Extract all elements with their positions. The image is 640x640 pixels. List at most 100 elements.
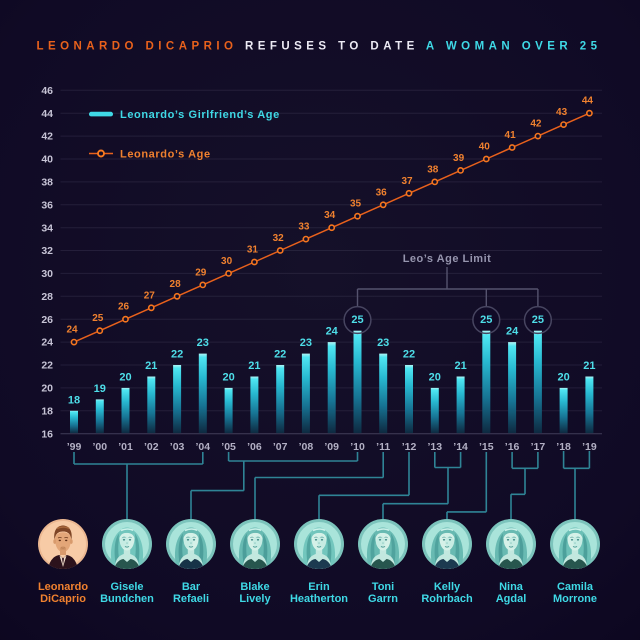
svg-text:Bar: Bar [182, 581, 201, 593]
svg-text:’10: ’10 [350, 441, 365, 453]
svg-text:25: 25 [351, 314, 363, 326]
svg-text:Nina: Nina [499, 581, 524, 593]
svg-text:Leo’s Age Limit: Leo’s Age Limit [403, 253, 492, 265]
svg-text:40: 40 [41, 154, 53, 166]
svg-text:’17: ’17 [531, 441, 546, 453]
svg-text:41: 41 [505, 130, 517, 141]
svg-text:Leonardo’s Age: Leonardo’s Age [120, 149, 211, 161]
svg-text:Gisele: Gisele [110, 581, 143, 593]
svg-text:LEONARDO DICAPRIO REFUSES TO D: LEONARDO DICAPRIO REFUSES TO DATE A WOMA… [36, 40, 601, 52]
svg-text:21: 21 [454, 360, 466, 372]
svg-text:22: 22 [403, 349, 415, 361]
svg-text:30: 30 [221, 256, 233, 267]
svg-text:22: 22 [274, 349, 286, 361]
svg-text:27: 27 [144, 290, 156, 301]
svg-text:’12: ’12 [402, 441, 417, 453]
svg-text:’07: ’07 [273, 441, 288, 453]
svg-text:Lively: Lively [239, 593, 271, 605]
svg-text:32: 32 [41, 245, 53, 257]
svg-text:Camila: Camila [557, 581, 594, 593]
svg-text:23: 23 [197, 337, 209, 349]
svg-text:24: 24 [506, 326, 519, 338]
svg-text:’05: ’05 [221, 441, 236, 453]
svg-text:Rohrbach: Rohrbach [421, 593, 473, 605]
svg-text:’03: ’03 [170, 441, 185, 453]
svg-text:21: 21 [248, 360, 260, 372]
svg-text:20: 20 [557, 371, 569, 383]
svg-text:Kelly: Kelly [434, 581, 461, 593]
svg-text:31: 31 [247, 245, 259, 256]
svg-text:’08: ’08 [299, 441, 314, 453]
svg-text:’06: ’06 [247, 441, 262, 453]
svg-text:DiCaprio: DiCaprio [40, 593, 86, 605]
svg-text:’11: ’11 [376, 441, 390, 453]
svg-text:20: 20 [429, 371, 441, 383]
svg-text:Leonardo: Leonardo [38, 581, 88, 593]
svg-text:34: 34 [324, 210, 336, 221]
svg-text:’18: ’18 [556, 441, 571, 453]
svg-text:Refaeli: Refaeli [173, 593, 209, 605]
svg-text:38: 38 [427, 164, 439, 175]
svg-text:36: 36 [376, 187, 388, 198]
svg-text:’01: ’01 [118, 441, 133, 453]
svg-text:37: 37 [401, 176, 413, 187]
svg-text:25: 25 [532, 314, 544, 326]
svg-text:21: 21 [583, 360, 595, 372]
svg-text:26: 26 [41, 314, 53, 326]
svg-text:18: 18 [68, 394, 80, 406]
svg-text:30: 30 [41, 268, 53, 280]
svg-text:20: 20 [41, 383, 53, 395]
svg-text:21: 21 [145, 360, 157, 372]
svg-text:Morrone: Morrone [553, 593, 597, 605]
svg-text:24: 24 [326, 326, 339, 338]
svg-text:’13: ’13 [427, 441, 442, 453]
svg-text:Garrn: Garrn [368, 593, 398, 605]
svg-text:Bundchen: Bundchen [100, 593, 154, 605]
svg-text:24: 24 [41, 337, 53, 349]
svg-text:Toni: Toni [372, 581, 394, 593]
svg-text:36: 36 [41, 199, 53, 211]
svg-text:43: 43 [556, 107, 568, 118]
svg-text:’15: ’15 [479, 441, 494, 453]
svg-text:44: 44 [582, 96, 594, 107]
svg-text:39: 39 [453, 153, 465, 164]
svg-text:32: 32 [273, 233, 285, 244]
svg-text:23: 23 [300, 337, 312, 349]
svg-text:20: 20 [119, 371, 131, 383]
svg-text:16: 16 [41, 428, 53, 440]
svg-text:’99: ’99 [67, 441, 82, 453]
svg-text:44: 44 [41, 108, 53, 120]
svg-text:25: 25 [92, 313, 104, 324]
svg-text:33: 33 [298, 222, 310, 233]
svg-text:26: 26 [118, 302, 130, 313]
svg-text:25: 25 [480, 314, 492, 326]
svg-text:’00: ’00 [92, 441, 107, 453]
svg-text:42: 42 [530, 119, 542, 130]
svg-text:40: 40 [479, 142, 491, 153]
svg-text:Agdal: Agdal [496, 593, 527, 605]
svg-text:’04: ’04 [195, 441, 210, 453]
svg-text:’16: ’16 [505, 441, 520, 453]
svg-text:38: 38 [41, 177, 53, 189]
svg-text:’09: ’09 [324, 441, 339, 453]
svg-text:22: 22 [41, 360, 53, 372]
svg-text:46: 46 [41, 85, 53, 97]
svg-text:23: 23 [377, 337, 389, 349]
svg-text:22: 22 [171, 349, 183, 361]
svg-text:Blake: Blake [240, 581, 269, 593]
svg-text:’14: ’14 [453, 441, 468, 453]
svg-text:42: 42 [41, 131, 53, 143]
svg-text:24: 24 [66, 325, 78, 336]
svg-text:18: 18 [41, 405, 53, 417]
svg-text:28: 28 [41, 291, 53, 303]
svg-text:20: 20 [222, 371, 234, 383]
svg-text:’02: ’02 [144, 441, 159, 453]
svg-text:28: 28 [170, 279, 182, 290]
svg-text:19: 19 [94, 383, 106, 395]
svg-text:29: 29 [195, 267, 207, 278]
svg-text:35: 35 [350, 199, 362, 210]
svg-text:Leonardo’s Girlfriend’s Age: Leonardo’s Girlfriend’s Age [120, 109, 280, 121]
svg-text:’19: ’19 [582, 441, 597, 453]
svg-text:Heatherton: Heatherton [290, 593, 348, 605]
svg-text:Erin: Erin [308, 581, 330, 593]
